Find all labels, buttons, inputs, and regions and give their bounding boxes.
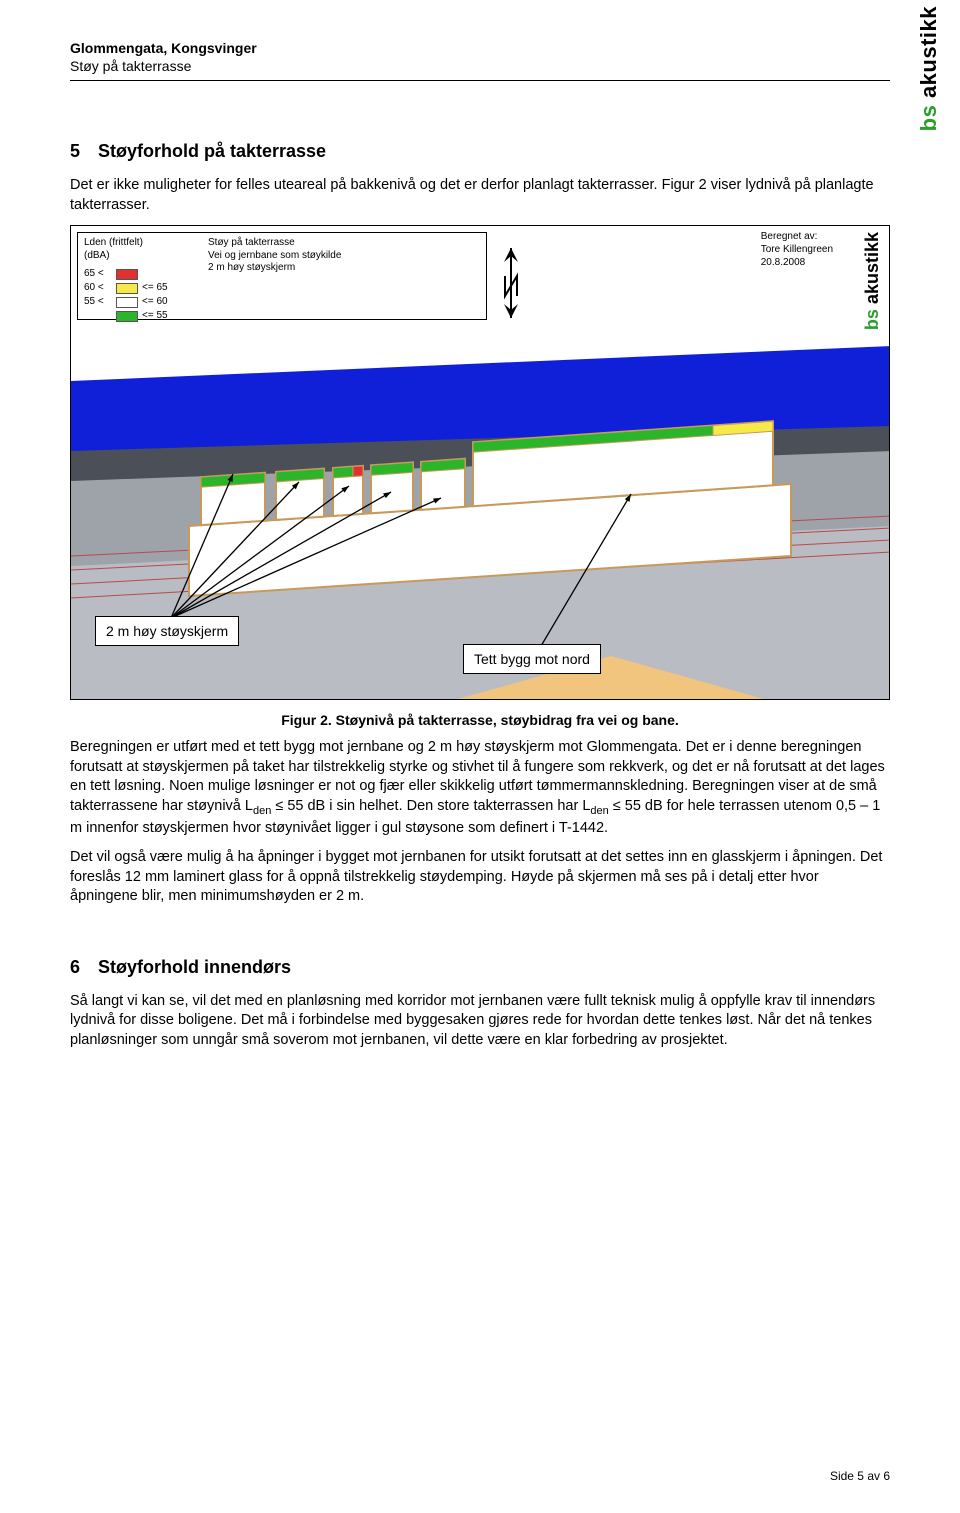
section-5-intro: Det er ikke muligheter for felles uteare… [70,176,890,215]
legend-row: <= 55 [84,309,168,323]
logo-bs: bs [916,105,941,132]
header-subtitle: Støy på takterrasse [70,58,890,74]
section-5-heading: 5Støyforhold på takterrasse [70,141,890,162]
figure-2-caption: Figur 2. Støynivå på takterrasse, støybi… [70,712,890,728]
section-5-number: 5 [70,141,98,162]
figure-meta-l3: 20.8.2008 [761,256,833,269]
section-6-title: Støyforhold innendørs [98,957,291,977]
legend-col1: Lden (frittfelt) (dBA) [84,237,143,262]
legend-desc-3: 2 m høy støyskjerm [208,262,341,275]
legend-col2: Støy på takterrasse Vei og jernbane som … [208,237,341,275]
legend-title-2: (dBA) [84,250,143,263]
lden-1: den [253,798,271,814]
legend-swatches: 65 < 60 < <= 6555 < <= 60 <= 55 [84,267,168,323]
figure-meta-l2: Tore Killengreen [761,243,833,256]
header-title: Glommengata, Kongsvinger [70,40,890,56]
legend-desc-2: Vei og jernbane som støykilde [208,250,341,263]
callout-screen: 2 m høy støyskjerm [95,616,239,646]
legend-row: 55 < <= 60 [84,295,168,309]
paragraph-calc: Beregningen er utført med et tett bygg m… [70,738,890,838]
callout-building: Tett bygg mot nord [463,644,601,674]
page-footer: Side 5 av 6 [830,1469,890,1483]
section-5-title: Støyforhold på takterrasse [98,141,326,161]
figure-brand-logo: bs akustikk [862,232,883,330]
section-6-heading: 6Støyforhold innendørs [70,957,890,978]
para1-b: ≤ 55 dB i sin helhet. Den store takterra… [271,798,590,814]
lden-2: den [590,798,608,814]
figure-legend: Lden (frittfelt) (dBA) 65 < 60 < <= 6555… [77,232,487,320]
section-6-para: Så langt vi kan se, vil det med en planl… [70,992,890,1051]
paragraph-glass: Det vil også være mulig å ha åpninger i … [70,848,890,907]
north-arrow-icon [504,248,518,318]
figure-2: Lden (frittfelt) (dBA) 65 < 60 < <= 6555… [70,225,890,700]
section-6-number: 6 [70,957,98,978]
legend-row: 65 < [84,267,168,281]
logo-ak: akustikk [916,6,941,105]
legend-desc-1: Støy på takterrasse [208,237,341,250]
figure-meta: Beregnet av: Tore Killengreen 20.8.2008 [761,230,833,269]
brand-logo-vertical: bs akustikk [916,6,942,131]
legend-title-1: Lden (frittfelt) [84,237,143,250]
document-header: Glommengata, Kongsvinger Støy på takterr… [70,40,890,81]
figure-meta-l1: Beregnet av: [761,230,833,243]
legend-row: 60 < <= 65 [84,281,168,295]
